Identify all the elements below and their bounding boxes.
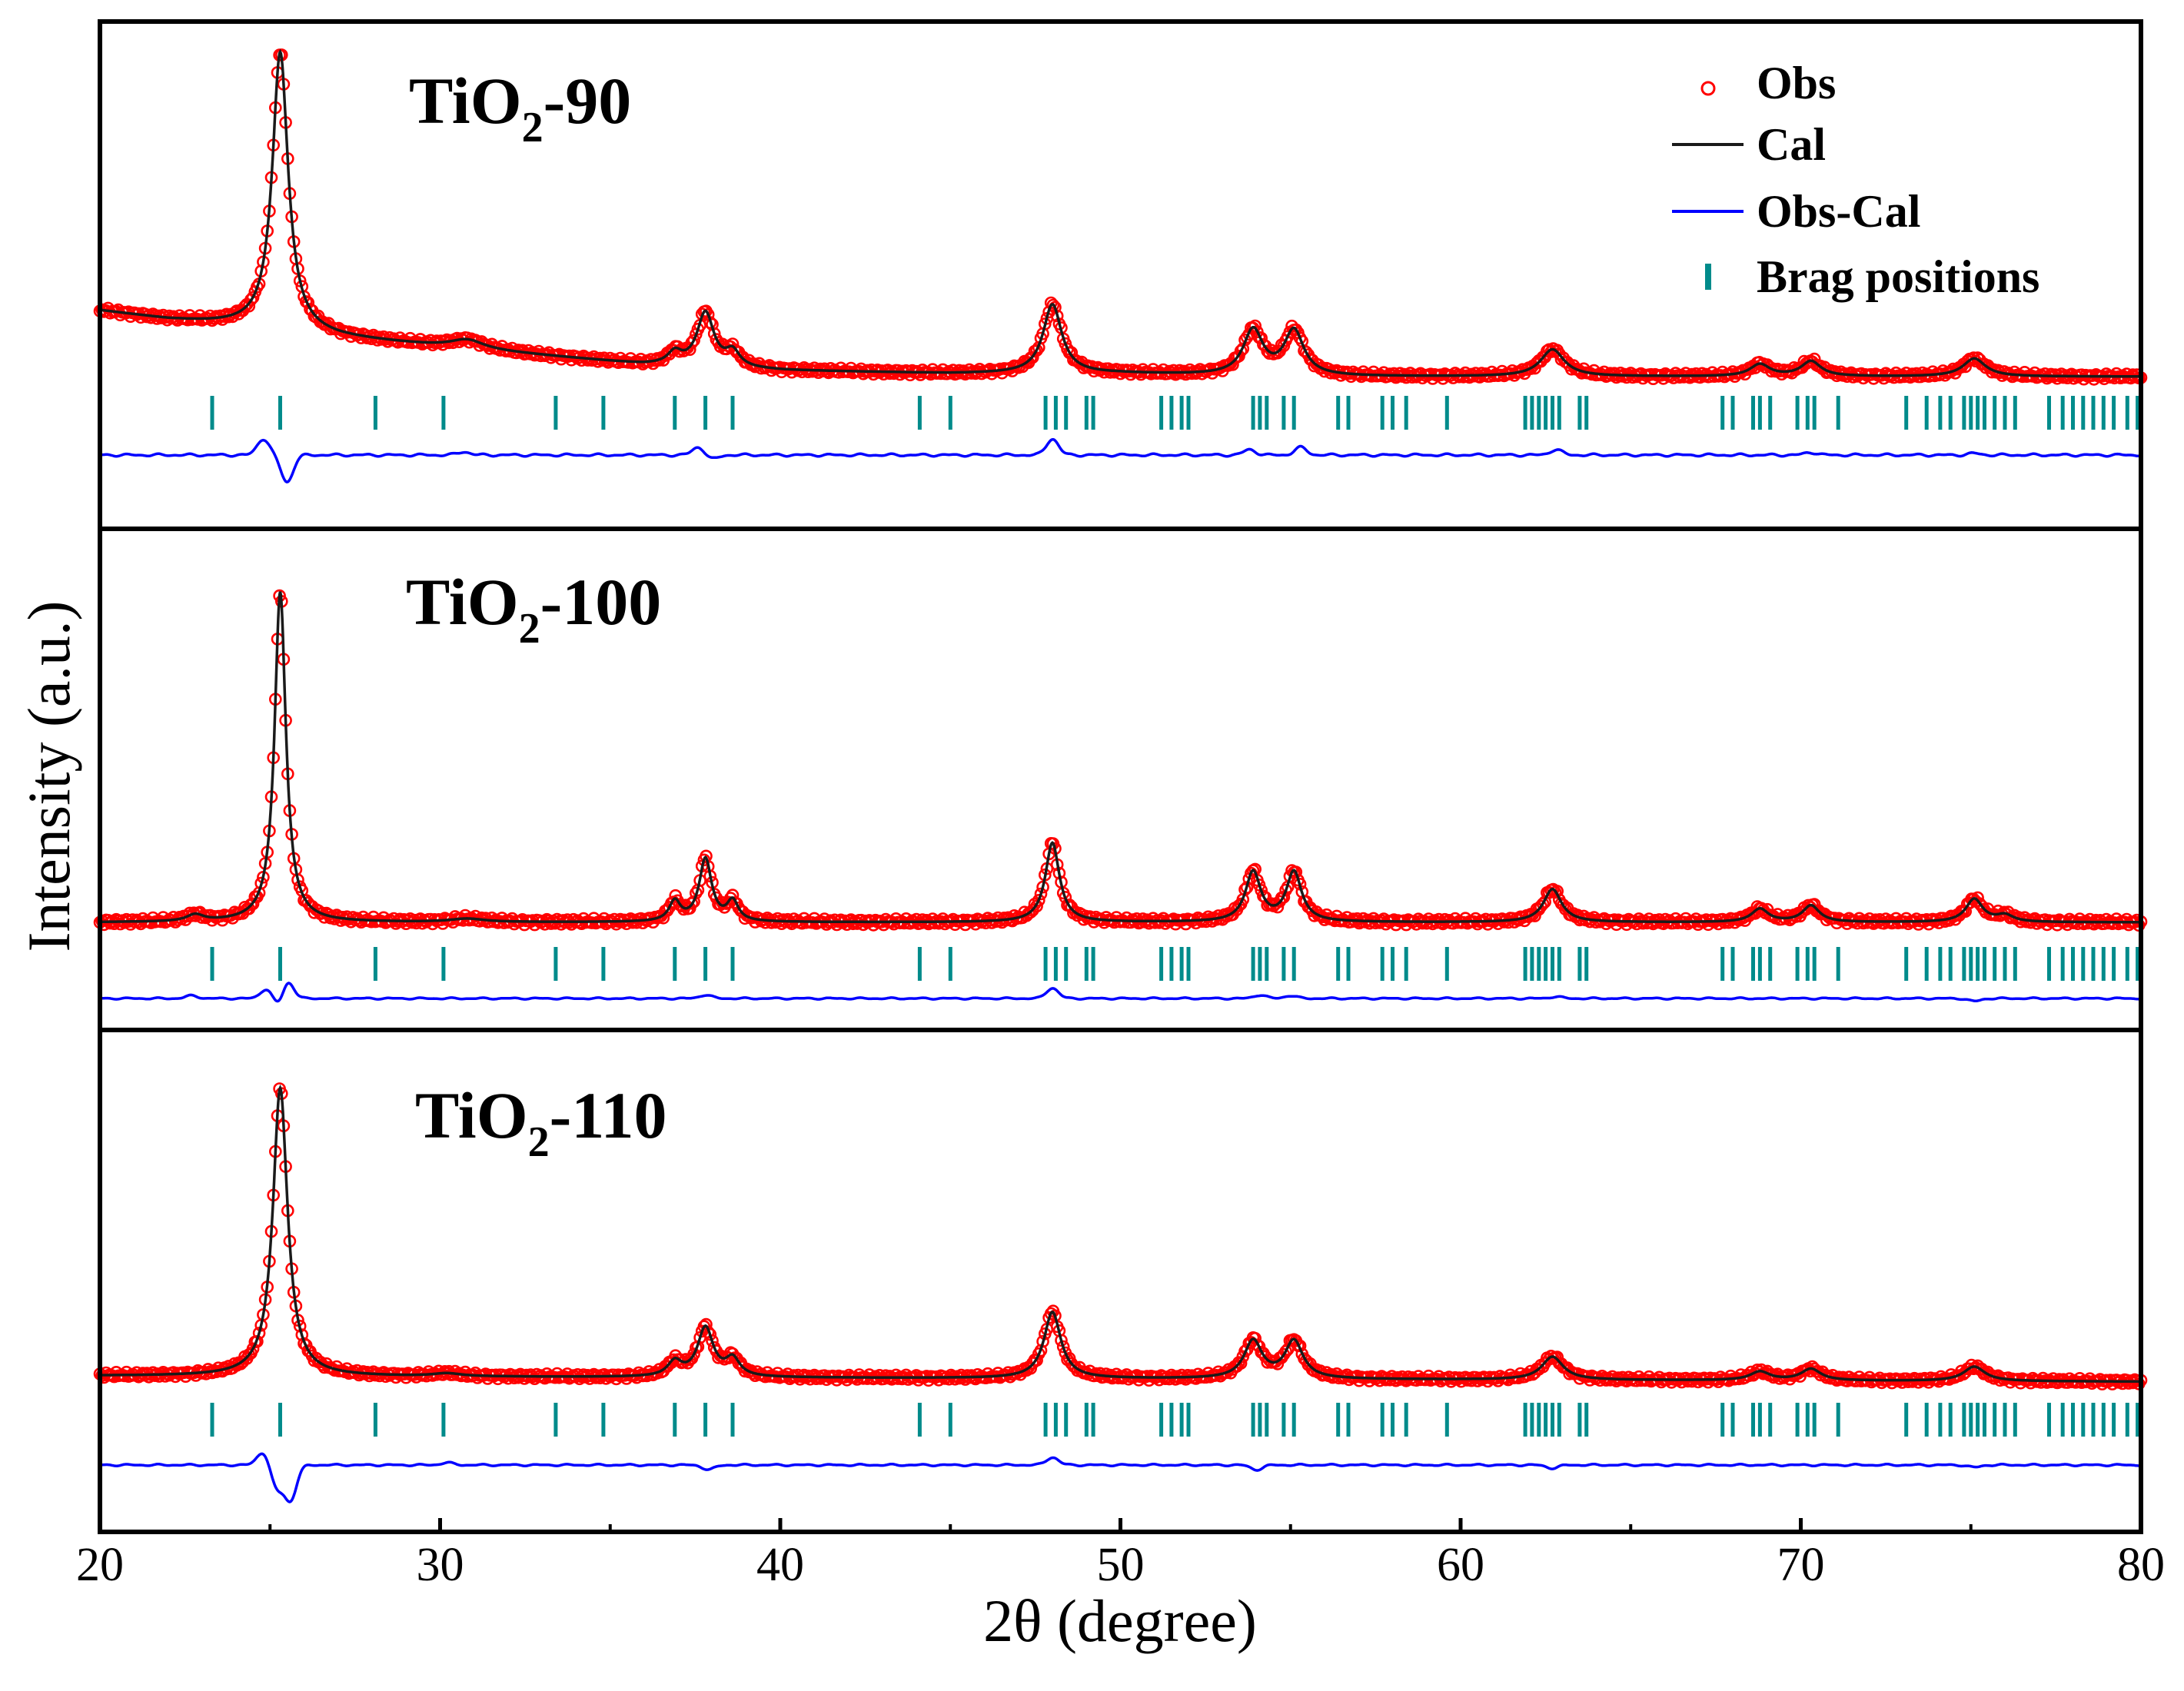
legend-cal-label: Cal: [1757, 119, 1826, 170]
legend-bragg-label: Brag positions: [1757, 251, 2039, 302]
series-diff-line: [100, 982, 2142, 1003]
obs-point: [687, 895, 700, 909]
obs-point: [1034, 887, 1048, 901]
panel-label-tio2-90: TiO2-90: [409, 64, 631, 151]
x-tick-label: 30: [417, 1539, 464, 1591]
obs-point: [1056, 1340, 1070, 1354]
obs-point: [685, 897, 699, 910]
panel-tio2-110: [93, 1082, 2148, 1503]
series-cal-line: [100, 1084, 2141, 1384]
obs-point: [1030, 344, 1043, 357]
x-tick-label: 80: [2117, 1539, 2165, 1591]
obs-point: [1279, 1344, 1292, 1358]
obs-point: [295, 1328, 309, 1341]
x-tick-label: 50: [1097, 1539, 1145, 1591]
x-axis-title: 2θ (degree): [983, 1587, 1257, 1654]
obs-point: [299, 1338, 313, 1352]
obs-point: [1248, 319, 1262, 333]
obs-point: [1030, 899, 1043, 913]
panel-label-main: TiO: [409, 64, 522, 138]
panel-label-tio2-100: TiO2-100: [406, 565, 661, 653]
panel-label-tio2-110: TiO2-110: [415, 1078, 667, 1166]
series-diff-line: [99, 437, 2142, 483]
svg-text:TiO2-100: TiO2-100: [406, 565, 661, 653]
series-cal-line: [99, 48, 2141, 378]
svg-text:TiO2-110: TiO2-110: [415, 1078, 667, 1166]
x-tick-label: 60: [1437, 1539, 1484, 1591]
obs-point: [1032, 894, 1045, 907]
panel-label-main: TiO: [415, 1078, 528, 1152]
x-tick-label: 70: [1777, 1539, 1825, 1591]
obs-point: [703, 1327, 717, 1341]
obs-point: [1236, 342, 1250, 356]
panel-label-tail: -110: [550, 1078, 667, 1152]
series-bragg: [210, 947, 2140, 981]
obs-point: [732, 901, 746, 915]
obs-point: [246, 897, 260, 911]
legend-obs-label: Obs: [1757, 58, 1836, 108]
obs-point: [687, 334, 700, 347]
obs-point: [1234, 1357, 1248, 1370]
panel-label-sub: 2: [519, 605, 540, 653]
obs-point: [1553, 347, 1566, 360]
panel-label-sub: 2: [522, 104, 544, 151]
obs-point: [1234, 344, 1248, 357]
obs-point: [1246, 321, 1260, 335]
panel-label-sub: 2: [528, 1118, 550, 1166]
series-bragg: [210, 1403, 2140, 1437]
obs-point: [1028, 897, 1042, 911]
series-bragg: [210, 396, 2140, 430]
legend-diff-label: Obs-Cal: [1757, 186, 1920, 237]
panel-label-main: TiO: [406, 565, 519, 639]
panel-label-tail: -90: [544, 64, 632, 138]
obs-point: [2126, 368, 2139, 381]
obs-point: [1536, 897, 1550, 911]
obs-point: [252, 1327, 266, 1340]
legend: Obs Cal Obs-Cal Brag positions: [1672, 58, 2039, 302]
obs-point: [246, 291, 260, 304]
panel-tio2-100: [93, 589, 2148, 1003]
legend-obs-marker: [1700, 81, 1716, 96]
y-axis-title: Intensity (a.u.): [15, 600, 82, 952]
x-tick-label: 20: [76, 1539, 124, 1591]
panel-label-tail: -100: [540, 565, 662, 639]
obs-point: [1055, 1334, 1068, 1347]
panels-group: [93, 48, 2148, 1503]
panel-tio2-90: [93, 48, 2148, 483]
obs-point: [1026, 904, 1039, 917]
obs-point: [1046, 298, 1060, 312]
svg-text:TiO2-90: TiO2-90: [409, 64, 631, 151]
obs-point: [1816, 362, 1830, 376]
series-cal-line: [100, 591, 2141, 924]
series-diff-line: [99, 1452, 2142, 1503]
x-axis-ticks: 20 30 40 50 60 70 80: [76, 1518, 2165, 1591]
x-tick-label: 40: [756, 1539, 804, 1591]
